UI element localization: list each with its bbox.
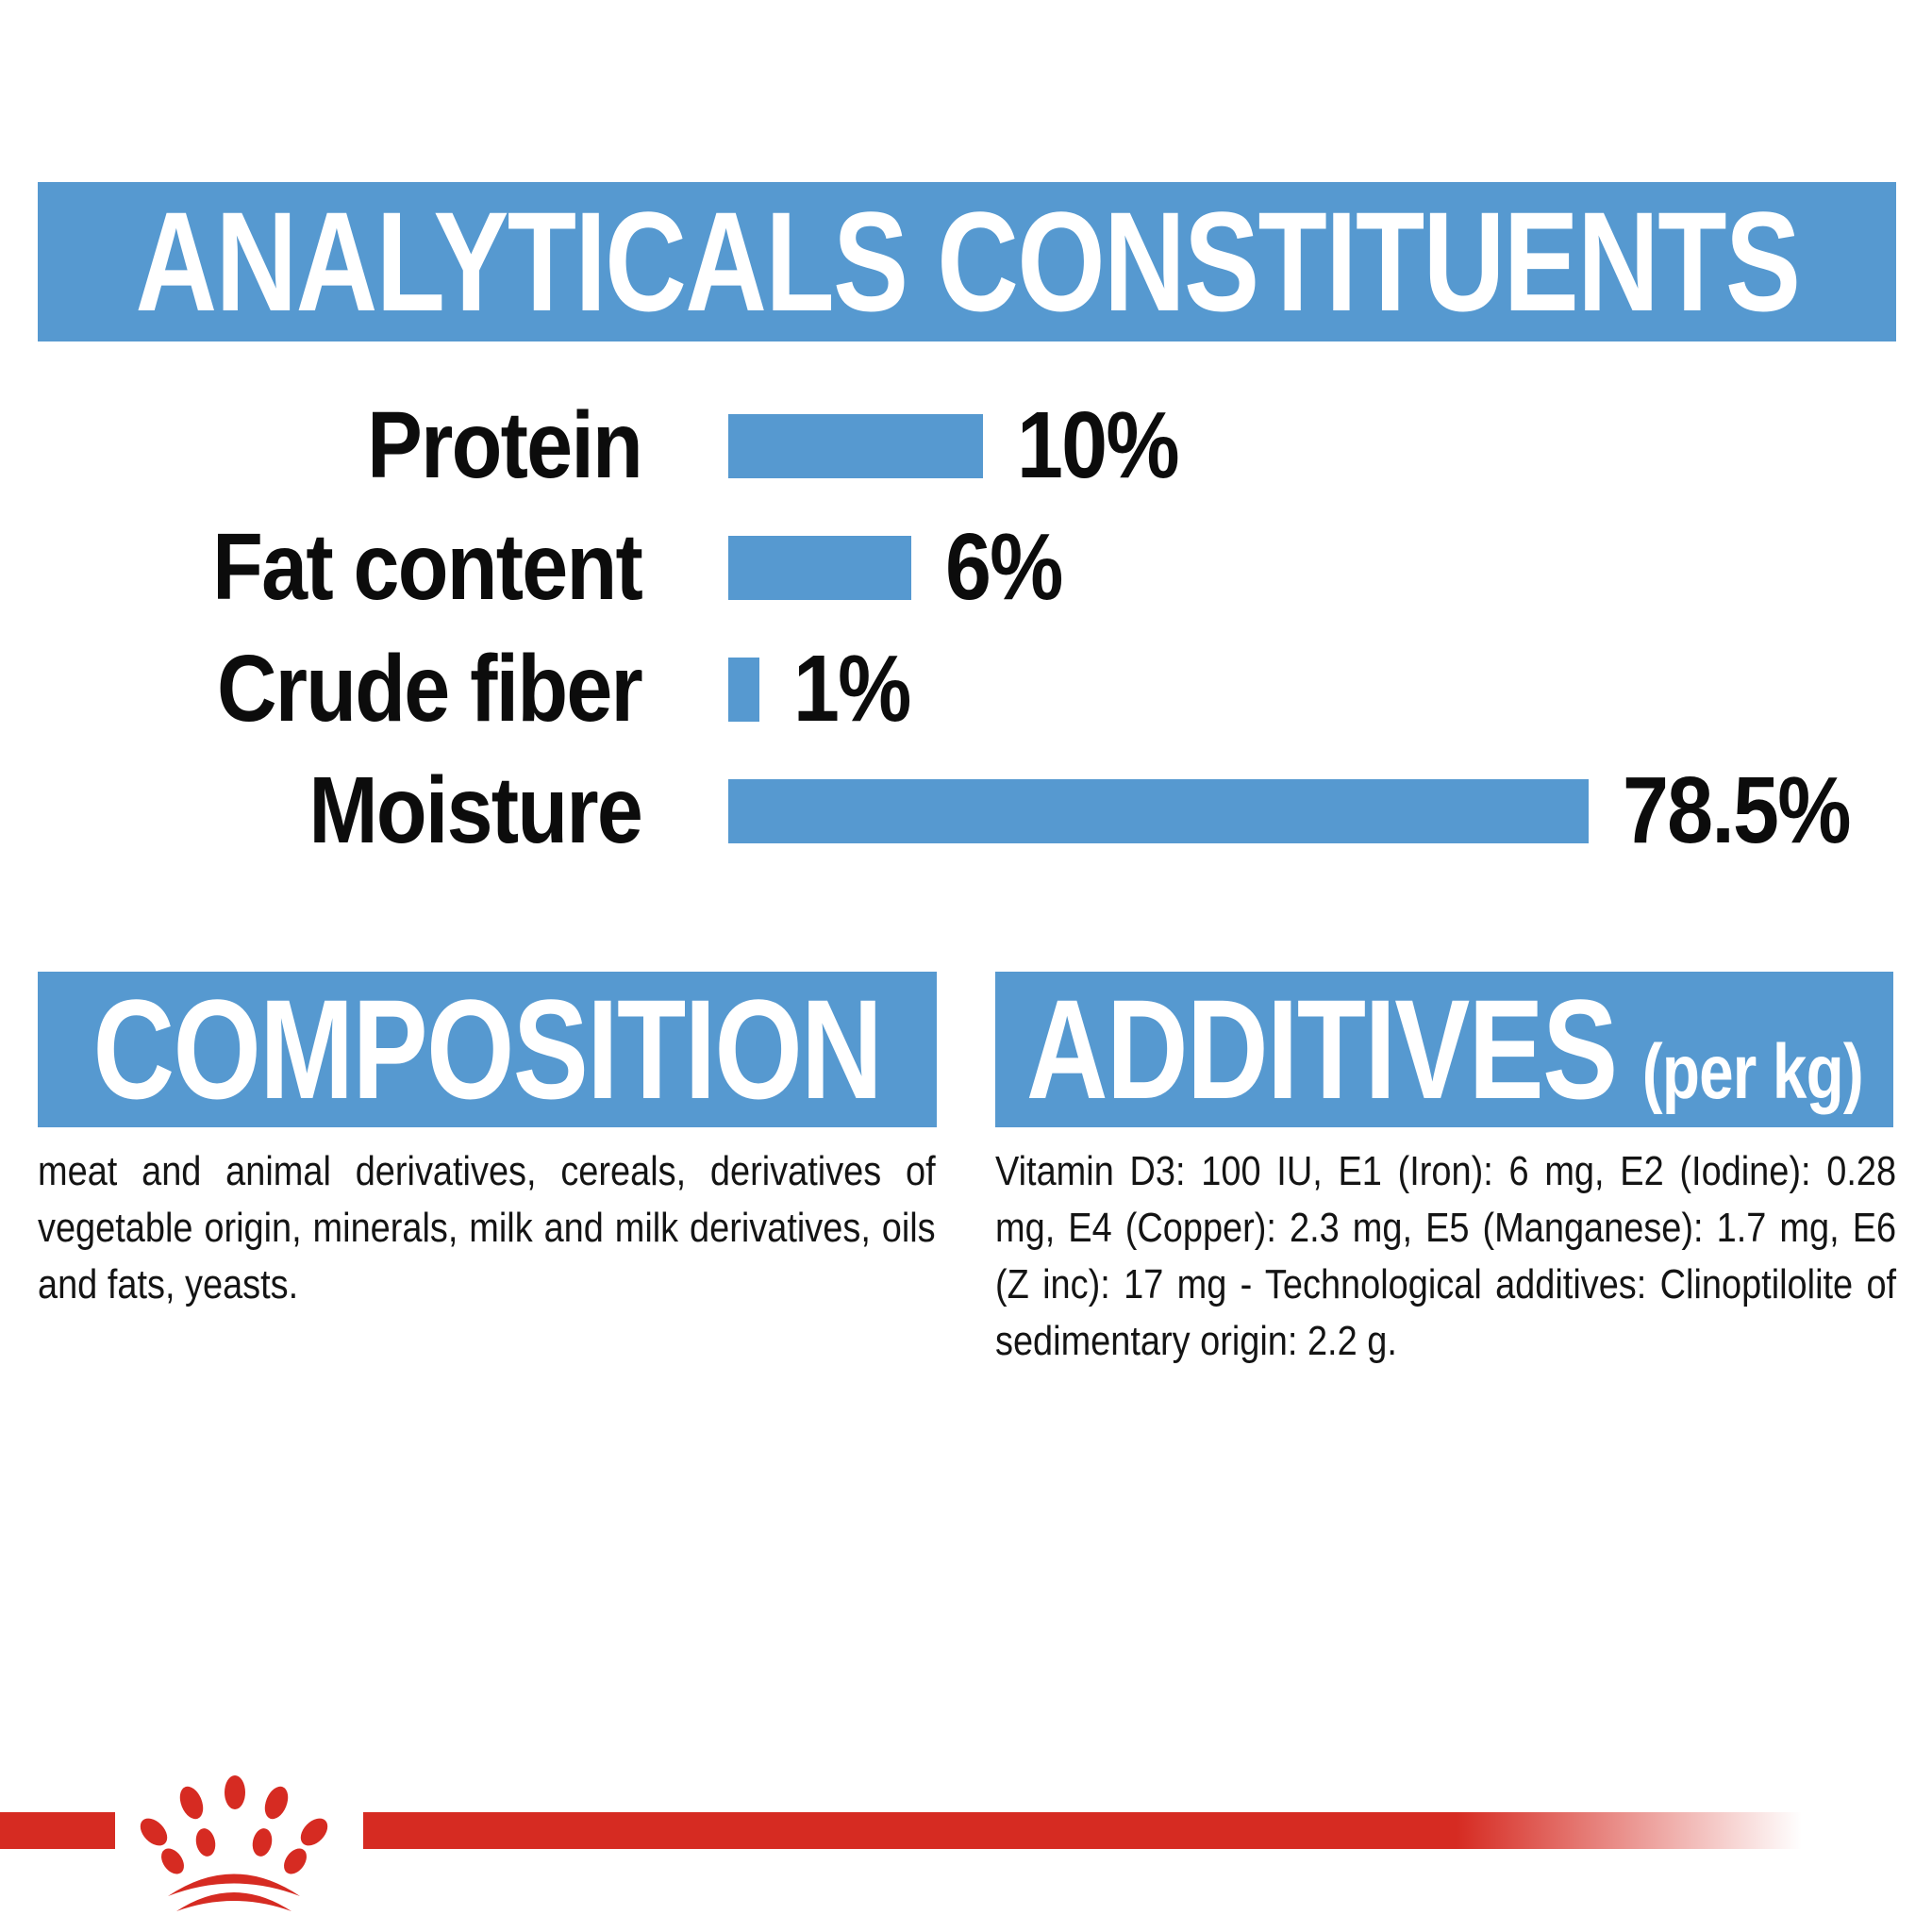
crude-fiber-value-label: 1% [793, 636, 911, 741]
composition-title: COMPOSITION [92, 970, 883, 1128]
chart-category-label: Protein [367, 392, 643, 498]
chart-row-fat-content: Fat content 6% [38, 507, 1915, 628]
analyticals-banner: ANALYTICALS CONSTITUENTS [38, 182, 1896, 341]
chart-category-label: Crude fiber [216, 636, 643, 741]
protein-value-label: 10% [1017, 392, 1180, 498]
crude-fiber-bar [728, 657, 759, 722]
chart-category-label: Moisture [308, 758, 642, 863]
additives-body-text: Vitamin D3: 100 IU, E1 (Iron): 6 mg, E2 … [995, 1148, 1897, 1364]
additives-title: ADDITIVES [1025, 970, 1617, 1128]
protein-bar [728, 413, 983, 478]
chart-category-label: Fat content [212, 514, 643, 620]
analyticals-title: ANALYTICALS CONSTITUENTS [135, 182, 1800, 341]
additives-title-per-kg: (per kg) [1641, 1029, 1863, 1115]
chart-row-moisture: Moisture 78.5% [38, 750, 1915, 872]
royal-canin-crown-paw-logo-icon [140, 1775, 328, 1911]
fat-content-value-label: 6% [945, 514, 1063, 620]
chart-row-crude-fiber: Crude fiber 1% [38, 628, 1915, 750]
brand-stripe-left [0, 1812, 115, 1849]
fat-content-bar [728, 535, 911, 600]
brand-stripe-right [363, 1812, 1802, 1849]
additives-banner: ADDITIVES (per kg) [995, 970, 1893, 1128]
analyticals-bar-chart: Protein 10% Fat content 6% Crude fiber 1… [38, 385, 1915, 872]
moisture-bar [728, 778, 1589, 843]
chart-row-protein: Protein 10% [38, 385, 1915, 507]
composition-body-text: meat and animal derivatives, cereals, de… [38, 1148, 936, 1307]
composition-banner: COMPOSITION [38, 970, 937, 1128]
moisture-value-label: 78.5% [1623, 758, 1851, 863]
